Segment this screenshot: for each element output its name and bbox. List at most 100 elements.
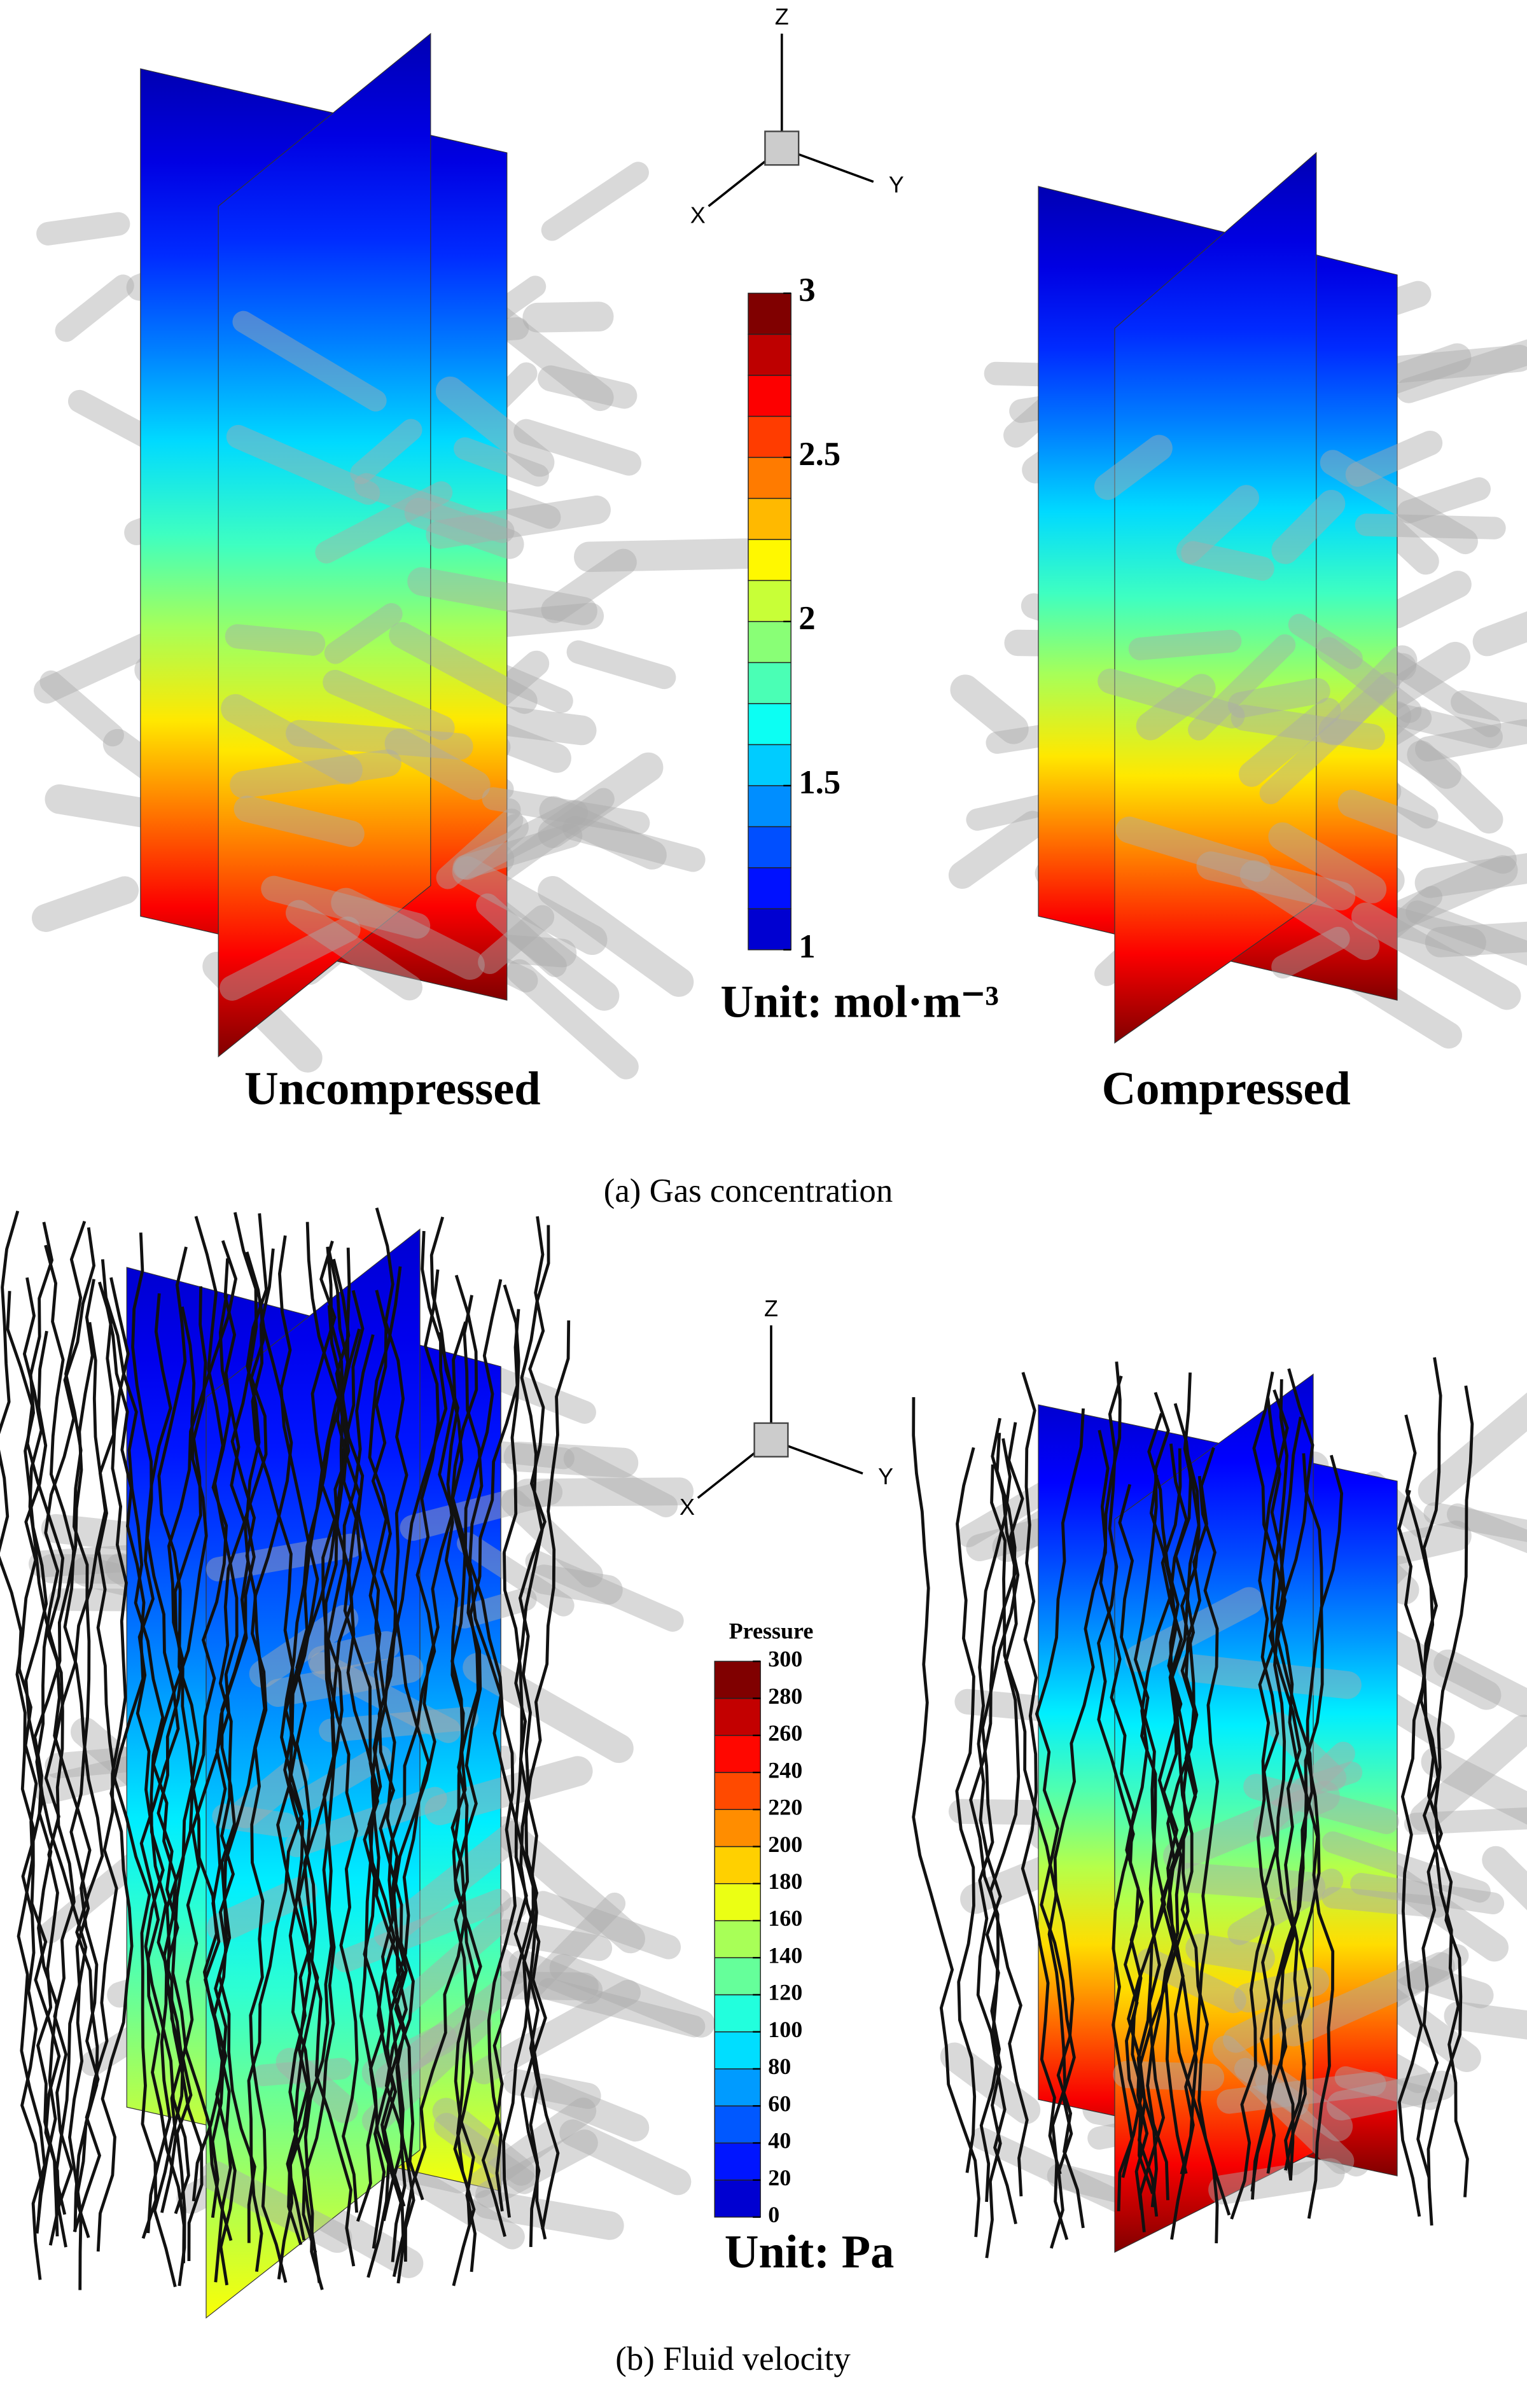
fiber [365, 2145, 525, 2250]
fiber [394, 1896, 527, 2015]
fiber [525, 1550, 684, 1632]
streamline [1147, 1413, 1231, 2216]
fiber [350, 419, 422, 485]
fiber [452, 856, 608, 956]
fiber [284, 1786, 447, 1858]
fiber [354, 473, 515, 543]
fiber [478, 905, 555, 975]
fiber [1351, 902, 1521, 1010]
fiber [1266, 1712, 1347, 1792]
fiber [539, 796, 667, 870]
fiber [1094, 435, 1173, 500]
streamline [1268, 1368, 1314, 2171]
colorbar-band [748, 744, 791, 786]
fiber [234, 795, 365, 847]
streamline [247, 1241, 337, 2272]
fiber [1451, 690, 1527, 727]
streamline [503, 1284, 547, 2240]
fiber [426, 495, 611, 549]
colorbar: 1 1.5 2 2.5 3 [748, 272, 840, 965]
axis-label: Y [889, 171, 904, 197]
fiber [1472, 611, 1527, 657]
streamline [502, 1225, 550, 2218]
colorbar: 0 20 40 60 80 100 120 140 160 180 200 220 240 260 280 3… [714, 1646, 802, 2227]
fiber [1446, 1503, 1527, 1554]
fiber [541, 548, 637, 623]
colorbar-tick-label: 280 [768, 1683, 802, 1709]
colorbar-tick-label: 1 [798, 928, 815, 965]
colorbar-band [714, 2105, 761, 2144]
fiber [549, 1954, 715, 2038]
fiber [513, 1477, 694, 1507]
fiber [522, 1892, 626, 1998]
fiber [1444, 2001, 1527, 2040]
fiber [1383, 571, 1472, 629]
streamline [151, 1306, 208, 2262]
streamline [1252, 1371, 1314, 2174]
caption: (a) Gas concentration [604, 1173, 893, 1209]
unit-label: Unit: Pa [725, 2226, 895, 2278]
streamline [153, 1294, 250, 2288]
colorbar-tick-label: 100 [768, 2017, 802, 2042]
fiber [407, 567, 597, 625]
fiber [940, 2042, 1041, 2124]
colorbar-band [714, 1957, 761, 1996]
streamline [6, 1291, 76, 2246]
axis-triad: Z X Y [680, 1295, 893, 1520]
fiber [452, 823, 583, 880]
fiber [1321, 1886, 1448, 1918]
streamline [392, 1321, 468, 2201]
streamline [211, 1263, 268, 2218]
colorbar-band [748, 333, 791, 376]
fiber [471, 1979, 641, 2085]
fiber [456, 1532, 575, 1617]
streamline [171, 1286, 233, 2241]
colorbar-band [748, 867, 791, 910]
streamline [1230, 1379, 1289, 2220]
fiber [538, 752, 664, 849]
fiber [1163, 1781, 1340, 1872]
fiber [1181, 541, 1274, 581]
streamline [1098, 1430, 1154, 2194]
caption-text: Fluid velocity [663, 2341, 851, 2377]
unit-label: Unit: mol·m⁻³ [720, 977, 999, 1027]
colorbar-tick-label: 2.5 [798, 436, 840, 473]
colorbar-band [714, 2031, 761, 2070]
fiber [1318, 645, 1418, 746]
fiber [39, 670, 124, 747]
colorbar-tick-label: 240 [768, 1757, 802, 1783]
fiber [538, 365, 638, 409]
fiber [436, 808, 524, 889]
fiber [1239, 860, 1380, 961]
fiber [220, 916, 361, 1001]
caption-label: (b) [615, 2341, 655, 2377]
colorbar-band [748, 826, 791, 868]
colorbar-tick-label: 160 [768, 1905, 802, 1931]
streamline [372, 1332, 448, 2249]
colorbar-band [748, 415, 791, 458]
fiber [226, 424, 380, 505]
fiber [1423, 1502, 1527, 1542]
streamline [403, 1230, 482, 2262]
streamline [1426, 1385, 1474, 2226]
colorbar-band [714, 1920, 761, 1958]
streamline [1118, 1484, 1166, 2210]
fiber [225, 624, 326, 656]
fiber [541, 162, 649, 241]
fiber [286, 720, 473, 760]
axis-label: Z [764, 1295, 778, 1321]
colorbar-band [748, 539, 791, 581]
colorbar-band [748, 662, 791, 704]
fiber [389, 622, 538, 714]
streamline [36, 1281, 115, 2237]
fiber [1185, 1933, 1275, 1973]
fiber [1433, 1649, 1527, 1717]
fiber [315, 481, 453, 564]
right-label: Compressed [1102, 1062, 1351, 1115]
streamline [990, 1464, 1085, 2229]
fiber [1380, 1864, 1509, 1962]
streamline [146, 1240, 238, 2234]
fiber [331, 887, 485, 980]
fiber [531, 1891, 681, 1959]
